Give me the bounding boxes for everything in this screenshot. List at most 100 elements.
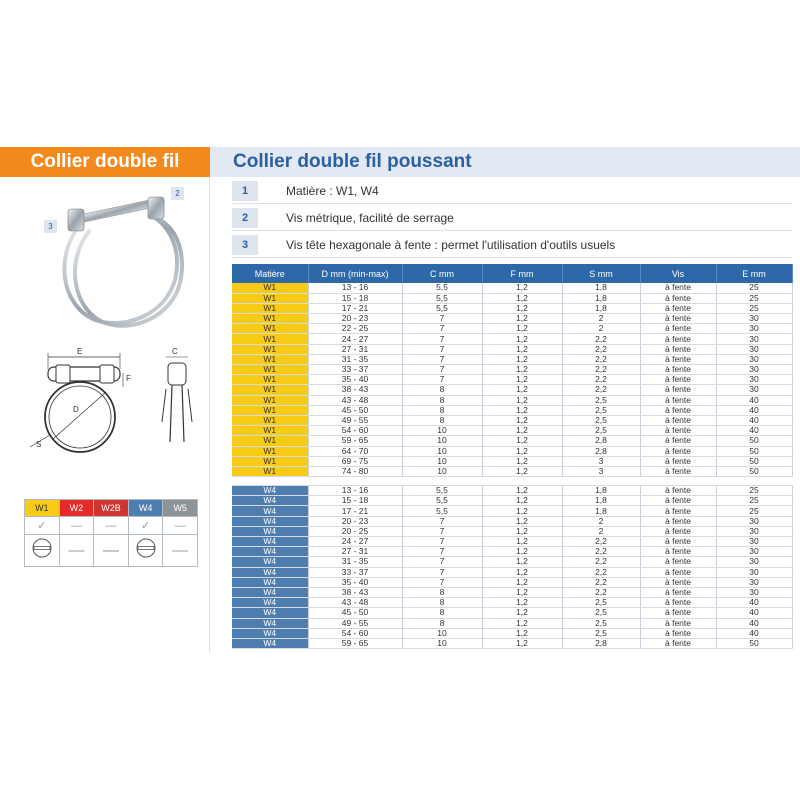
dash-icon: — — [162, 516, 198, 535]
table-row: W1 59 - 65 10 1,2 2,8 à fente 50 — [232, 435, 793, 447]
table-cell: W4 — [232, 526, 309, 538]
table-cell: 5,5 — [402, 495, 483, 507]
table-cell: 1,8 — [562, 293, 641, 304]
table-row: W1 74 - 80 10 1,2 3 à fente 50 — [232, 466, 793, 478]
table-cell: 1,2 — [482, 466, 563, 478]
table-cell: 1,2 — [482, 374, 563, 386]
table-cell: 40 — [716, 405, 793, 416]
table-cell: W1 — [232, 415, 309, 427]
table-cell: 2,2 — [562, 567, 641, 578]
table-cell: 69 - 75 — [308, 456, 403, 467]
table-row: W1 35 - 40 7 1,2 2,2 à fente 30 — [232, 374, 793, 386]
table-cell: W1 — [232, 456, 309, 467]
table-cell: W4 — [232, 495, 309, 507]
table-cell: 8 — [402, 415, 483, 427]
table-cell: 30 — [716, 516, 793, 527]
label-c: C — [172, 347, 178, 356]
table-row: W4 31 - 35 7 1,2 2,2 à fente 30 — [232, 556, 793, 568]
label-d: D — [73, 405, 79, 414]
table-row: W4 15 - 18 5,5 1,2 1,8 à fente 25 — [232, 495, 793, 507]
table-cell: 1,2 — [482, 425, 563, 437]
table-cell: 2,5 — [562, 628, 641, 639]
table-cell: à fente — [640, 485, 717, 497]
table-cell: W1 — [232, 354, 309, 366]
table-cell: W1 — [232, 405, 309, 416]
feature-number: 3 — [232, 234, 258, 255]
table-cell: à fente — [640, 313, 717, 325]
table-row: W1 49 - 55 8 1,2 2,5 à fente 40 — [232, 415, 793, 427]
dash-icon: — — [58, 534, 95, 567]
table-cell: 7 — [402, 344, 483, 355]
table-cell: 30 — [716, 364, 793, 376]
table-row: W1 31 - 35 7 1,2 2,2 à fente 30 — [232, 354, 793, 366]
feature-number: 1 — [232, 180, 258, 201]
table-cell: 1,2 — [482, 333, 563, 345]
table-cell: 8 — [402, 384, 483, 396]
table-cell: 1,2 — [482, 456, 563, 467]
label-s: S — [36, 440, 42, 449]
table-cell: 24 - 27 — [308, 333, 403, 345]
table-cell: W1 — [232, 374, 309, 386]
callout-3: 3 — [44, 220, 57, 233]
col-header-matiere: Matière — [232, 264, 309, 283]
table-cell: 3 — [562, 466, 641, 478]
table-cell: W4 — [232, 597, 309, 609]
table-cell: 25 — [716, 303, 793, 315]
table-cell: W1 — [232, 446, 309, 457]
table-cell: à fente — [640, 435, 717, 447]
table-cell: à fente — [640, 374, 717, 386]
table-cell: 40 — [716, 395, 793, 406]
table-cell: 50 — [716, 638, 793, 650]
table-cell: 20 - 25 — [308, 526, 403, 538]
table-cell: 2,8 — [562, 446, 641, 457]
material-w4: W4 — [127, 499, 164, 517]
table-cell: 1,8 — [562, 495, 641, 507]
table-cell: 64 - 70 — [308, 446, 403, 457]
table-cell: 74 - 80 — [308, 466, 403, 478]
table-cell: 2,5 — [562, 425, 641, 437]
table-cell: 2 — [562, 516, 641, 527]
table-cell: 25 — [716, 293, 793, 304]
table-cell: 1,8 — [562, 303, 641, 315]
table-cell: W1 — [232, 344, 309, 355]
table-cell: 1,2 — [482, 577, 563, 588]
table-cell: 1,2 — [482, 618, 563, 629]
feature-2: 2 Vis métrique, facilité de serrage — [232, 205, 792, 231]
table-cell: 40 — [716, 597, 793, 609]
table-row: W4 45 - 50 8 1,2 2,5 à fente 40 — [232, 607, 793, 619]
table-cell: W1 — [232, 323, 309, 335]
table-cell: 59 - 65 — [308, 435, 403, 447]
table-cell: à fente — [640, 323, 717, 335]
table-cell: 30 — [716, 567, 793, 578]
table-cell: à fente — [640, 405, 717, 416]
table-cell: 1,2 — [482, 638, 563, 650]
table-cell: à fente — [640, 567, 717, 578]
table-cell: 10 — [402, 456, 483, 467]
table-cell: 2,2 — [562, 556, 641, 568]
table-cell: 1,8 — [562, 485, 641, 497]
table-cell: 50 — [716, 446, 793, 457]
table-cell: 1,2 — [482, 364, 563, 376]
table-cell: à fente — [640, 283, 717, 294]
table-cell: W1 — [232, 466, 309, 478]
table-cell: 30 — [716, 536, 793, 548]
table-cell: 25 — [716, 485, 793, 497]
table-cell: 5,5 — [402, 283, 483, 294]
table-cell: à fente — [640, 344, 717, 355]
table-cell: à fente — [640, 446, 717, 457]
table-row: W1 38 - 43 8 1,2 2,2 à fente 30 — [232, 384, 793, 396]
table-cell: à fente — [640, 577, 717, 588]
table-cell: W1 — [232, 384, 309, 396]
table-cell: 2 — [562, 323, 641, 335]
table-cell: 10 — [402, 425, 483, 437]
spec-table-header: Matière D mm (min-max) C mm F mm S mm Vi… — [232, 264, 793, 283]
table-cell: 40 — [716, 628, 793, 639]
table-cell: à fente — [640, 546, 717, 558]
table-row: W4 59 - 65 10 1,2 2,8 à fente 50 — [232, 638, 793, 650]
table-cell: 40 — [716, 415, 793, 427]
table-row: W1 22 - 25 7 1,2 2 à fente 30 — [232, 323, 793, 335]
feature-3: 3 Vis tête hexagonale à fente : permet l… — [232, 232, 792, 258]
table-cell: 1,2 — [482, 395, 563, 406]
dash-icon: — — [58, 516, 95, 535]
table-cell: 2,2 — [562, 536, 641, 548]
